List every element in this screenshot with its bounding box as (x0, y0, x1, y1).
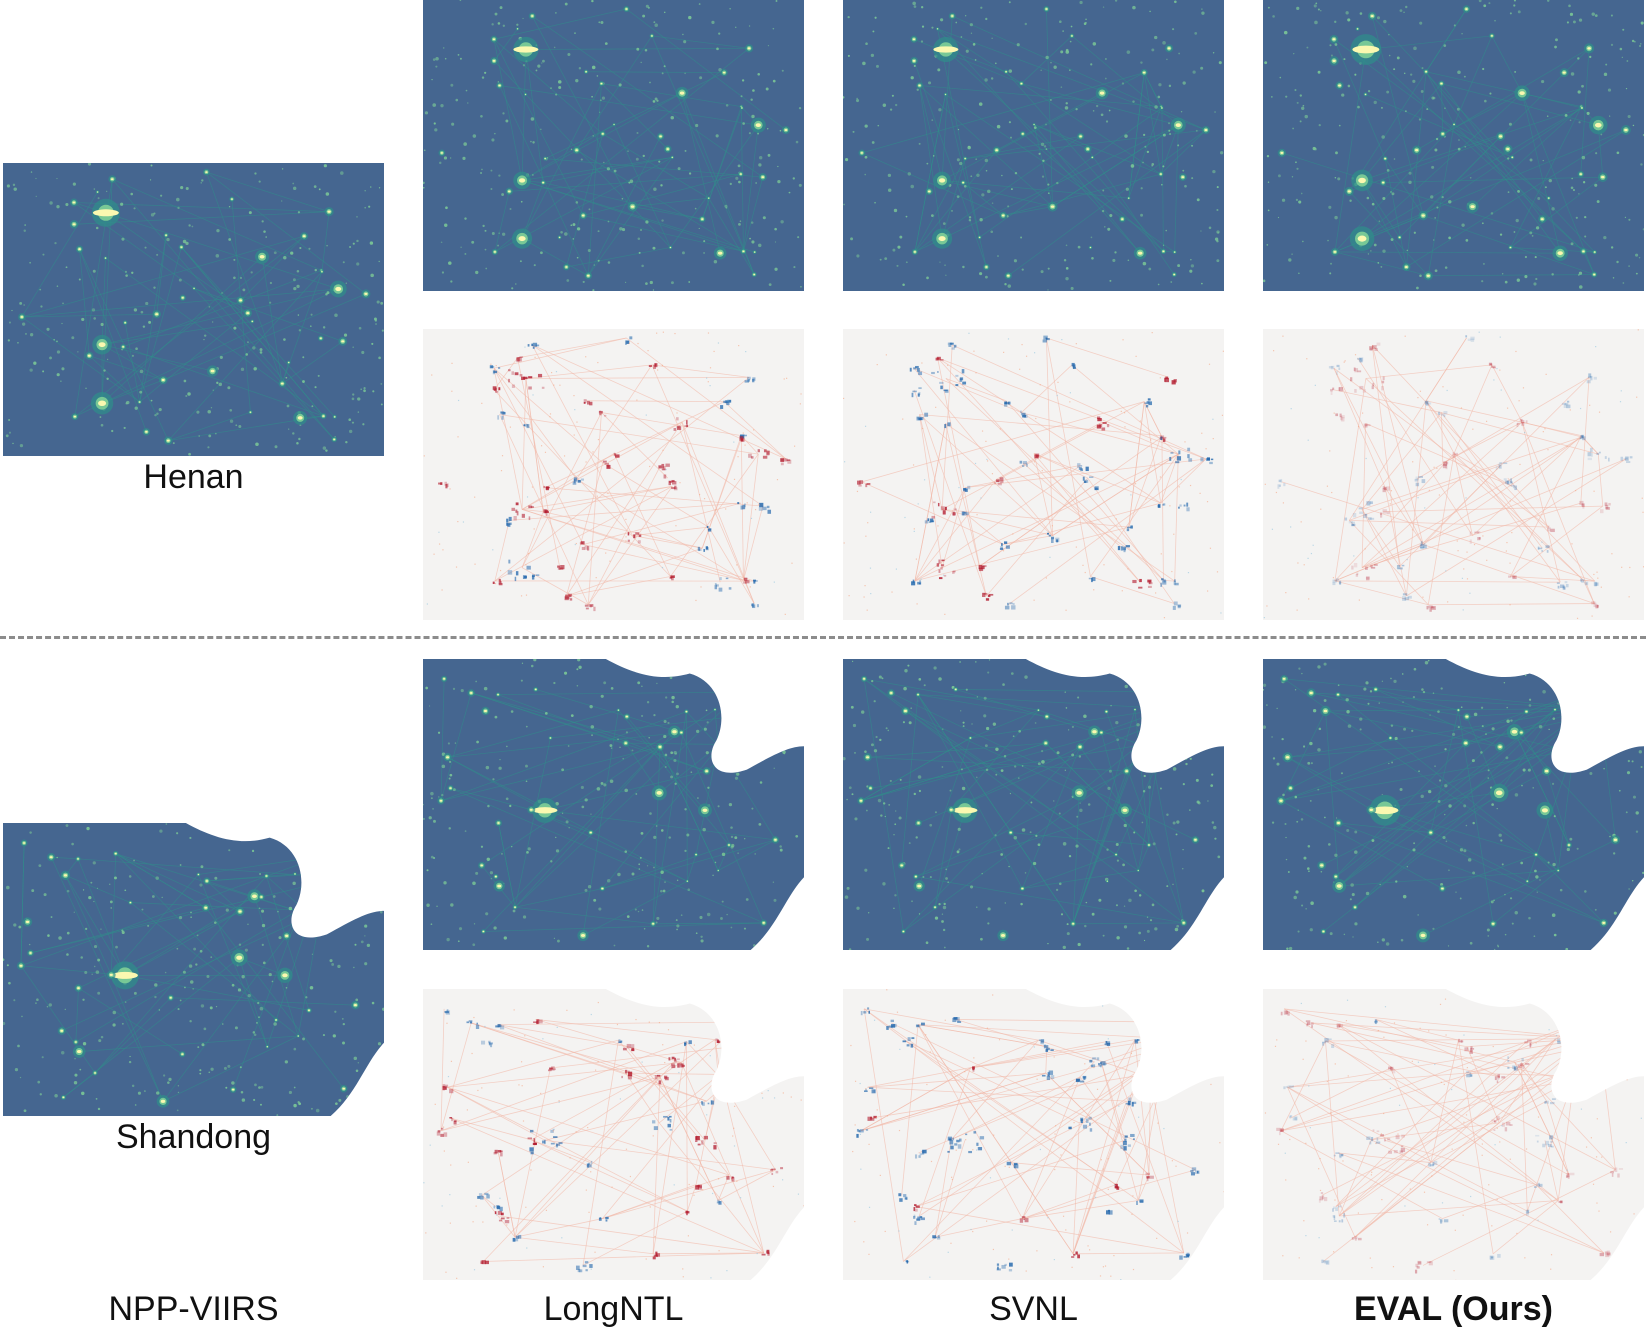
henan-region-label: Henan (143, 458, 244, 496)
shandong-eval-light-map (1263, 659, 1644, 950)
shandong-longntl-error-map (423, 989, 804, 1280)
shandong-svnl-light-map (843, 659, 1224, 950)
column-label-eval-ours: EVAL (Ours) (1354, 1290, 1553, 1328)
henan-svnl-light-map (843, 0, 1224, 291)
henan-reference-light-map (3, 163, 384, 456)
section-divider (0, 636, 1646, 639)
column-label-longntl: LongNTL (543, 1290, 684, 1328)
henan-eval-light-map (1263, 0, 1644, 291)
shandong-longntl-light-map (423, 659, 804, 950)
shandong-region-label: Shandong (115, 1118, 272, 1156)
henan-longntl-error-map (423, 329, 804, 620)
column-label-svnl: SVNL (989, 1290, 1078, 1328)
henan-svnl-error-map (843, 329, 1224, 620)
shandong-reference-light-map (3, 823, 384, 1116)
shandong-svnl-error-map (843, 989, 1224, 1280)
column-label-npp-viirs: NPP-VIIRS (108, 1290, 279, 1328)
shandong-eval-error-map (1263, 989, 1644, 1280)
henan-eval-error-map (1263, 329, 1644, 620)
henan-longntl-light-map (423, 0, 804, 291)
